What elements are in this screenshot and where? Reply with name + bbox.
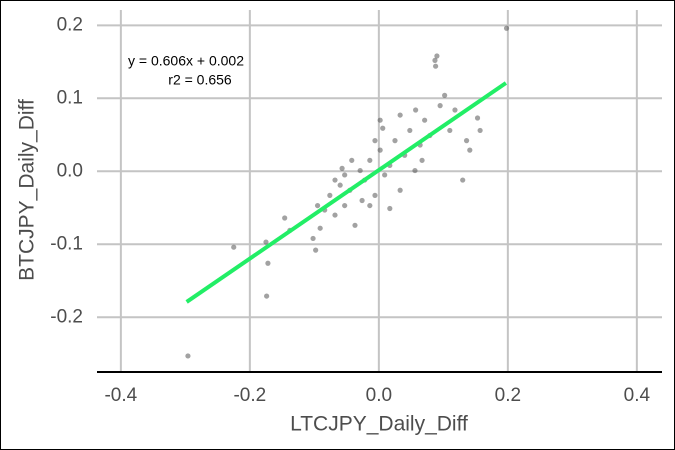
point [367, 202, 373, 209]
point [412, 167, 418, 174]
point [310, 235, 316, 242]
x-tick-label: 0.2 [495, 385, 521, 406]
point [357, 167, 363, 174]
y-tick-label: 0.1 [57, 87, 83, 108]
point [342, 172, 348, 178]
point [397, 187, 403, 193]
point [419, 157, 425, 163]
point [433, 63, 439, 69]
point [372, 192, 378, 198]
point [442, 92, 448, 98]
x-tick-label: -0.4 [104, 385, 137, 406]
point [432, 57, 438, 63]
point [314, 202, 321, 209]
x-axis-title: LTCJPY_Daily_Diff [290, 413, 468, 436]
fit-line [185, 81, 508, 304]
x-tick-label: 0.4 [624, 385, 651, 406]
point [339, 165, 345, 171]
point [380, 125, 386, 131]
point [397, 112, 403, 118]
point [477, 127, 483, 134]
point [313, 247, 319, 253]
point [263, 239, 269, 245]
point [264, 293, 270, 299]
point [460, 177, 466, 183]
point [282, 215, 288, 221]
annotation: y = 0.606x + 0.002 [128, 53, 244, 69]
point [352, 222, 358, 228]
point [342, 202, 348, 209]
point [265, 260, 271, 266]
point [359, 197, 365, 204]
point [422, 117, 428, 123]
point [437, 103, 443, 109]
point [377, 117, 383, 123]
point [392, 138, 398, 144]
point [332, 177, 338, 183]
y-axis-title: BTCJPY_Daily_Diff [16, 99, 39, 281]
point [503, 25, 510, 31]
point [327, 192, 333, 198]
point [349, 157, 355, 163]
point [317, 225, 323, 231]
y-tick-label: 0.0 [57, 160, 83, 181]
point [332, 212, 338, 218]
point [185, 353, 191, 359]
x-tick-label: 0.0 [366, 385, 392, 406]
point [387, 205, 393, 212]
annotation: r2 = 0.656 [168, 72, 232, 88]
y-tick-label: -0.1 [50, 233, 83, 254]
y-tick-label: -0.2 [50, 306, 83, 327]
point [337, 182, 343, 188]
point [434, 53, 440, 59]
point [413, 107, 419, 113]
point [382, 172, 388, 178]
point [372, 138, 378, 144]
point [377, 147, 383, 153]
point [407, 127, 413, 134]
point [447, 127, 453, 134]
point [367, 157, 373, 163]
point [452, 107, 458, 113]
point [467, 147, 473, 153]
y-tick-label: 0.2 [57, 14, 83, 35]
point [231, 244, 237, 250]
point [463, 138, 470, 144]
x-tick-label: -0.2 [233, 385, 266, 406]
point [474, 115, 481, 121]
